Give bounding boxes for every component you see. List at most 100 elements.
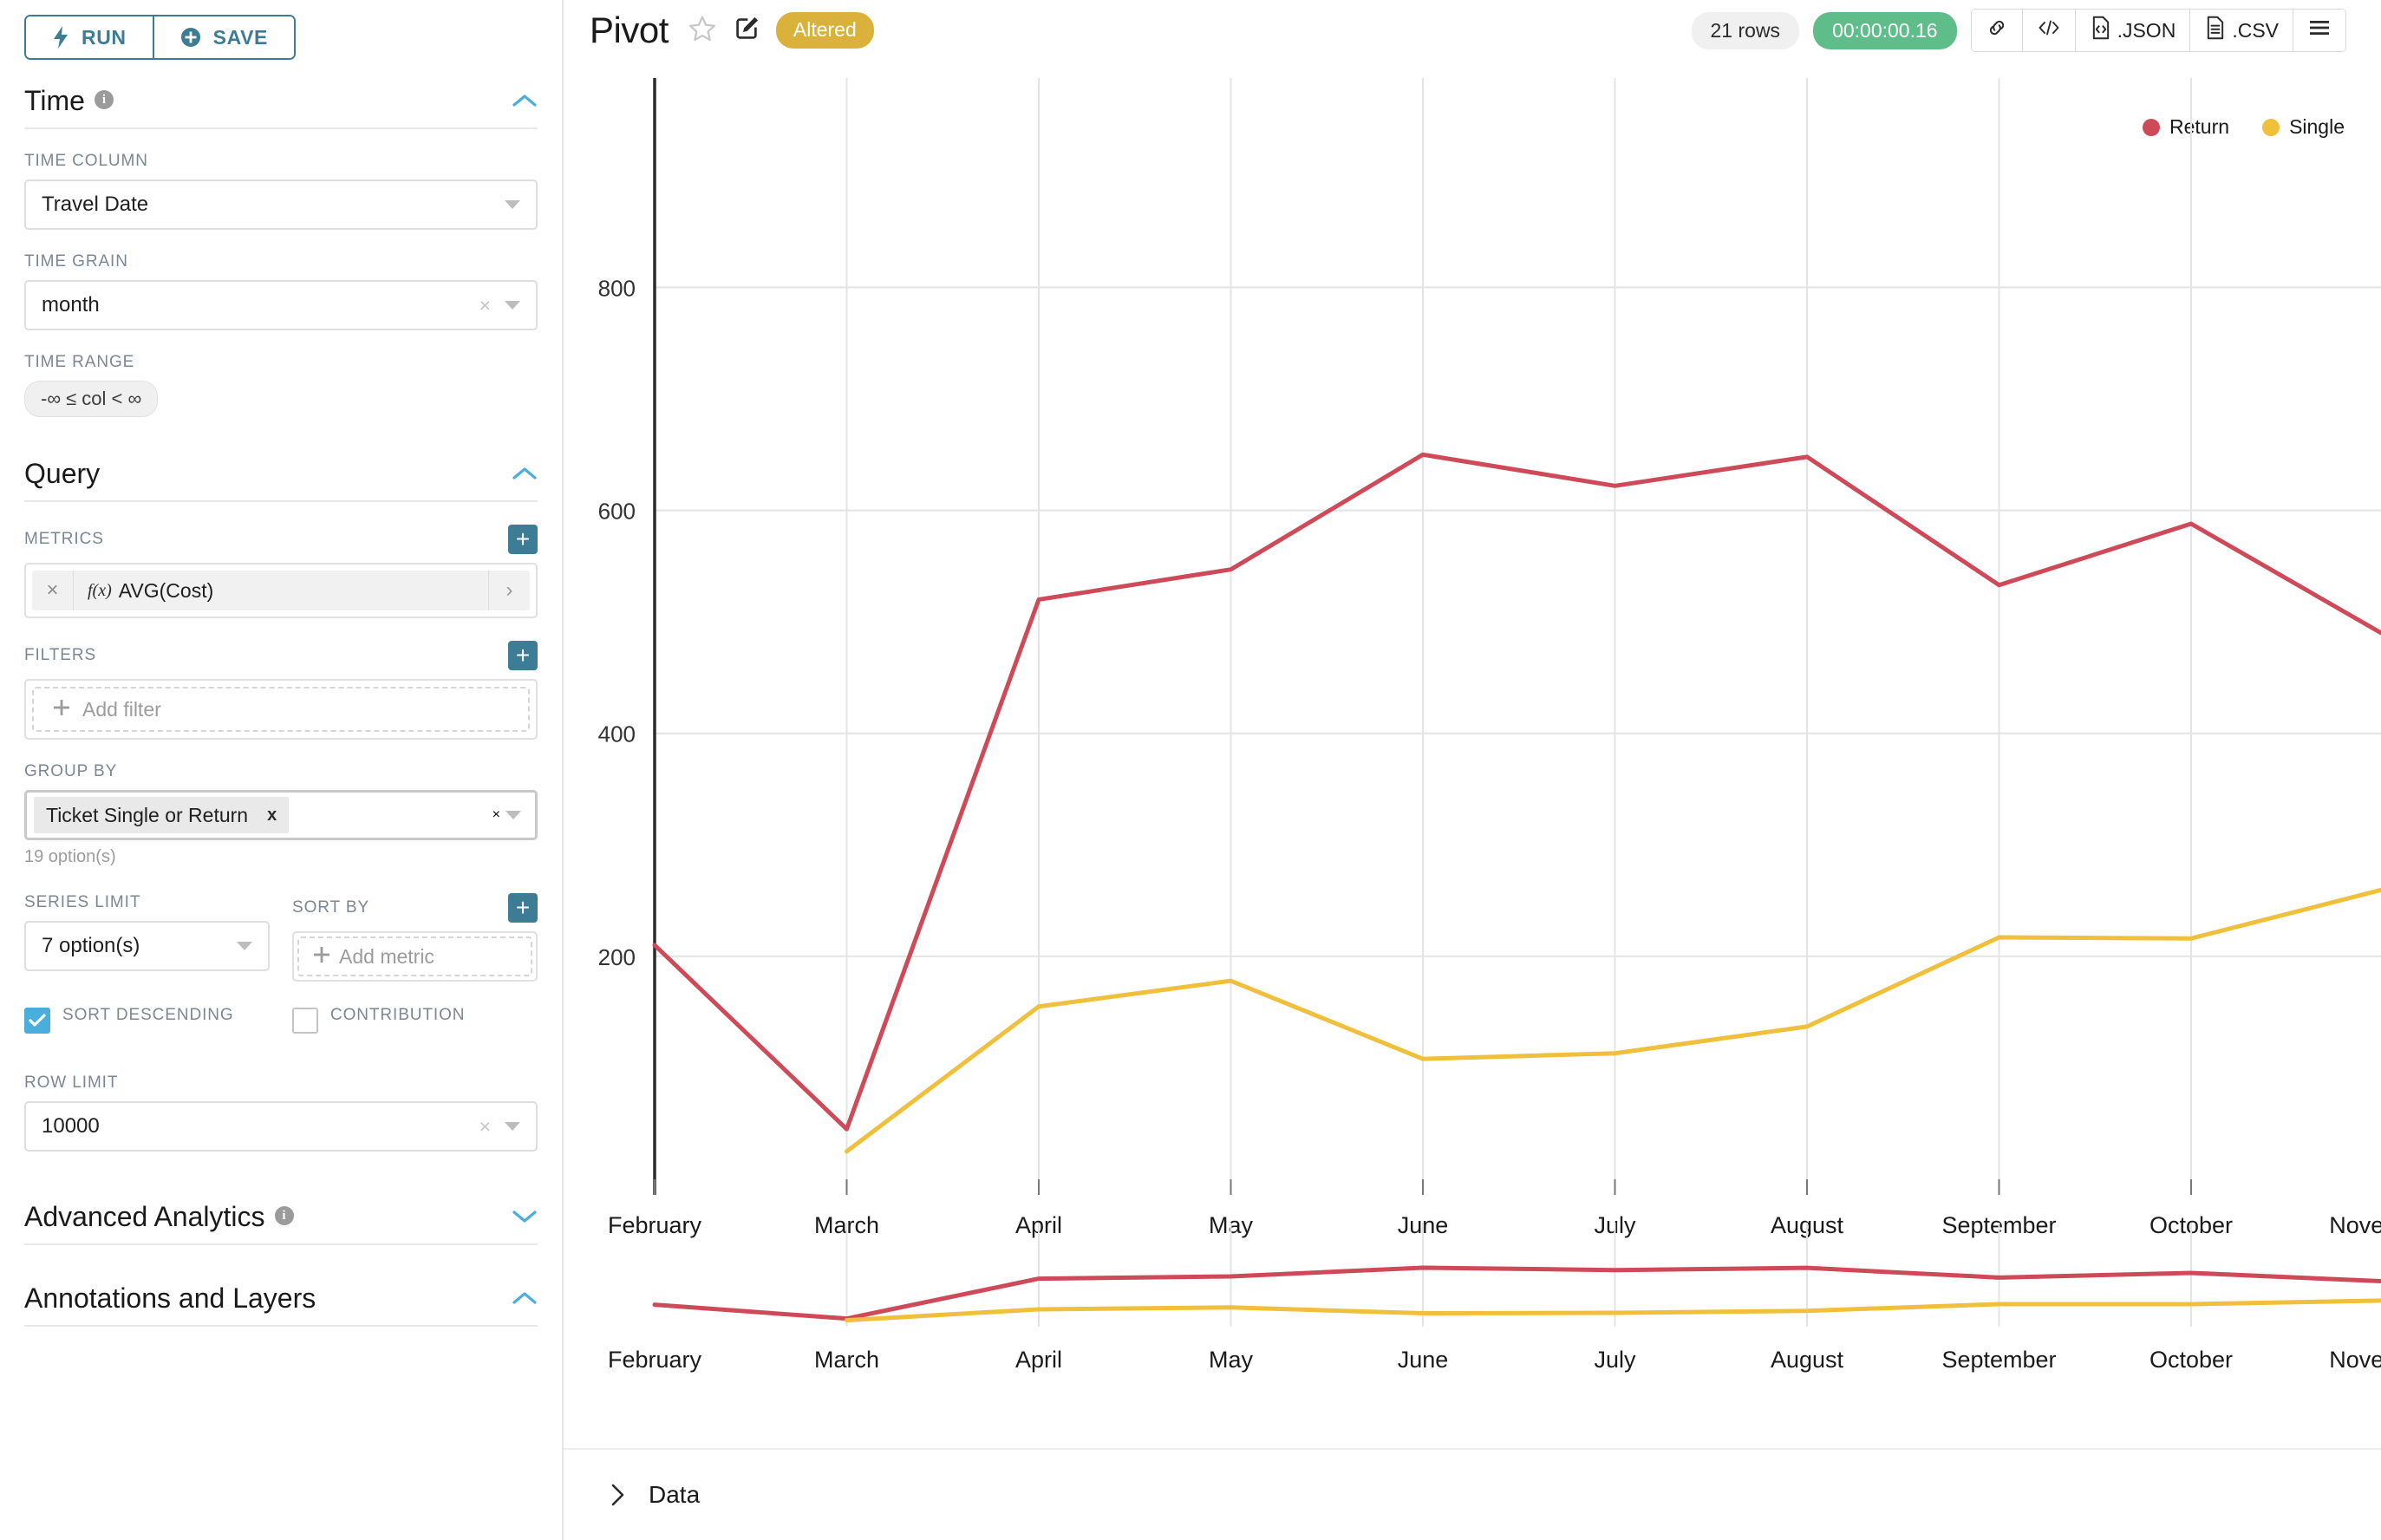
context-series-line-return[interactable] (652, 1240, 2381, 1321)
export-csv-button[interactable]: .CSV (2189, 10, 2293, 51)
context-x-axis-tick-label: March (814, 1347, 879, 1373)
contribution-checkbox[interactable]: CONTRIBUTION (292, 1006, 538, 1034)
chevron-down-icon[interactable] (237, 942, 252, 950)
export-json-label: .JSON (2117, 18, 2176, 42)
plus-icon (313, 945, 330, 969)
section-title-annotations: Annotations and Layers (24, 1282, 316, 1314)
chevron-right-icon[interactable] (609, 1482, 628, 1508)
row-limit-value: 10000 (42, 1114, 100, 1138)
label-filters: FILTERS (24, 646, 97, 664)
remove-metric-icon[interactable]: × (32, 571, 74, 610)
time-grain-value: month (42, 293, 100, 316)
checkbox-icon-checked[interactable] (24, 1008, 50, 1034)
checkbox-row: SORT DESCENDING CONTRIBUTION (0, 1006, 562, 1034)
field-time-range: TIME RANGE -∞ ≤ col < ∞ (0, 353, 562, 417)
csv-file-icon (2204, 16, 2227, 45)
link-icon (1986, 16, 2008, 44)
add-filter-button[interactable]: + (508, 641, 538, 670)
add-metric-dropzone[interactable]: Add metric (297, 936, 532, 976)
chevron-up-icon-time[interactable] (512, 93, 538, 108)
plus-circle-icon (180, 27, 201, 48)
line-chart[interactable]: 200 400 600 800 February March April May June Jul… (564, 61, 2381, 1540)
time-range-pill[interactable]: -∞ ≤ col < ∞ (24, 381, 159, 417)
field-metrics: METRICS + × f(x) AVG(Cost) › (0, 525, 562, 618)
time-grain-select[interactable]: month × (24, 280, 538, 330)
save-button-label: SAVE (212, 25, 268, 49)
series-sort-row: SERIES LIMIT 7 option(s) SORT BY + A (0, 893, 562, 982)
label-row-limit: ROW LIMIT (24, 1073, 119, 1092)
chevron-down-icon-advanced-analytics[interactable] (512, 1209, 538, 1224)
context-x-axis-tick-label: September (1941, 1347, 2056, 1373)
divider-time (24, 127, 538, 129)
section-header-annotations[interactable]: Annotations and Layers (0, 1271, 562, 1325)
data-panel-label: Data (649, 1481, 701, 1508)
export-json-button[interactable]: .JSON (2074, 10, 2190, 51)
add-filter-dropzone[interactable]: Add filter (32, 687, 530, 732)
chevron-down-icon[interactable] (506, 811, 521, 819)
x-axis-tick-label: November (2329, 1212, 2381, 1238)
clear-icon-time-grain[interactable]: × (479, 293, 491, 316)
section-title-time: Time (24, 84, 85, 116)
section-header-time[interactable]: Time i (0, 74, 562, 127)
group-by-tag[interactable]: Ticket Single or Return x (34, 797, 290, 833)
time-column-select[interactable]: Travel Date (24, 179, 538, 230)
edit-pencil-icon[interactable] (733, 15, 760, 47)
run-save-button-group: RUN SAVE (0, 0, 562, 60)
chevron-down-icon[interactable] (505, 200, 520, 209)
context-x-axis-tick-label: October (2149, 1347, 2233, 1373)
sort-descending-checkbox[interactable]: SORT DESCENDING (24, 1006, 270, 1034)
remove-tag-icon[interactable]: x (267, 805, 277, 825)
add-metric-button[interactable]: + (508, 525, 538, 554)
chevron-up-icon-annotations[interactable] (512, 1290, 538, 1306)
legend-item-return[interactable]: Return (2143, 115, 2229, 139)
clear-icon-row-limit[interactable]: × (479, 1114, 491, 1138)
divider-advanced-analytics (24, 1243, 538, 1245)
context-series-line-single[interactable] (845, 1298, 2381, 1323)
save-button[interactable]: SAVE (152, 16, 294, 58)
info-icon-time[interactable]: i (94, 90, 114, 109)
share-link-button[interactable] (1971, 10, 2022, 51)
json-file-icon (2090, 16, 2112, 45)
section-header-query[interactable]: Query (0, 447, 562, 500)
chevron-down-icon[interactable] (505, 301, 520, 310)
metric-chip[interactable]: × f(x) AVG(Cost) › (32, 571, 530, 610)
bolt-icon (52, 26, 69, 49)
add-filter-label: Add filter (82, 697, 161, 721)
series-line-return[interactable] (652, 92, 2381, 1132)
clear-icon-group-by[interactable]: × (492, 807, 500, 822)
star-icon[interactable] (688, 14, 717, 48)
row-limit-select[interactable]: 10000 × (24, 1101, 538, 1152)
run-button[interactable]: RUN (26, 16, 153, 58)
group-by-select[interactable]: Ticket Single or Return x × (24, 790, 538, 840)
label-group-by: GROUP BY (24, 762, 118, 780)
checkbox-icon-unchecked[interactable] (292, 1008, 318, 1034)
context-x-axis-tick-label: June (1398, 1347, 1449, 1373)
divider-annotations (24, 1325, 538, 1327)
legend-item-single[interactable]: Single (2262, 115, 2345, 139)
label-series-limit: SERIES LIMIT (24, 893, 141, 911)
metric-chip-label: AVG(Cost) (118, 578, 214, 602)
chevron-down-icon[interactable] (505, 1122, 520, 1131)
row-count-badge: 21 rows (1691, 11, 1800, 49)
series-line-single[interactable] (845, 887, 2381, 1154)
filters-box: Add filter (24, 679, 538, 740)
divider-query (24, 500, 538, 502)
chart-header-toolbar: Pivot Altered 21 rows 00:00:00.16 (564, 0, 2381, 61)
control-panel-sidebar: RUN SAVE Time i TIME COLUMN Trave (0, 0, 564, 1540)
section-header-advanced-analytics[interactable]: Advanced Analytics i (0, 1190, 562, 1243)
add-sort-metric-button[interactable]: + (508, 893, 538, 923)
field-time-column: TIME COLUMN Travel Date (0, 152, 562, 230)
code-icon (2037, 16, 2061, 44)
toolbar-actions: 21 rows 00:00:00.16 (1691, 9, 2346, 52)
function-icon: f(x) (88, 580, 112, 600)
info-icon-advanced-analytics[interactable]: i (274, 1206, 294, 1225)
more-menu-button[interactable] (2293, 10, 2345, 51)
data-panel-toggle[interactable]: Data (564, 1448, 2381, 1540)
chevron-right-icon[interactable]: › (488, 571, 530, 610)
metrics-box: × f(x) AVG(Cost) › (24, 563, 538, 618)
chevron-up-icon-query[interactable] (512, 466, 538, 481)
embed-code-button[interactable] (2021, 10, 2075, 51)
run-button-label: RUN (82, 25, 127, 49)
series-limit-select[interactable]: 7 option(s) (24, 921, 270, 971)
add-metric-label: Add metric (339, 944, 434, 968)
